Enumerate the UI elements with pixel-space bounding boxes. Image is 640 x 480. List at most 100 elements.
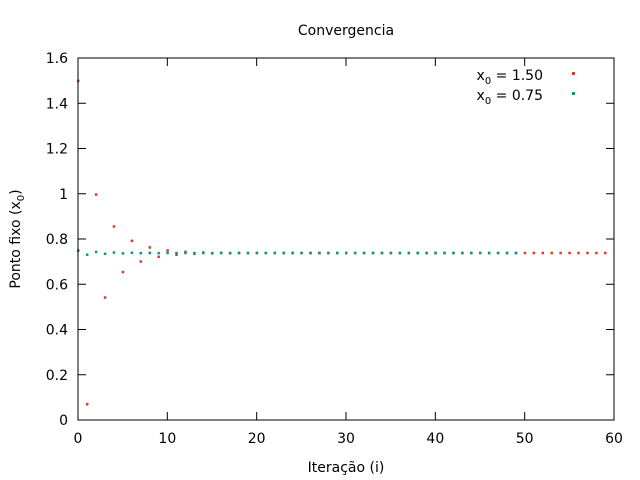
data-point [568,251,571,255]
y-axis-label-main: Ponto fixo (x [8,201,24,288]
series-1 [77,79,607,406]
data-point [85,403,89,406]
data-point [211,251,214,255]
y-axis-label-sub: 0 [16,195,27,201]
series-2 [77,249,518,256]
y-tick-label: 1.2 [46,142,68,158]
data-point [604,251,607,255]
x-tick-label: 60 [605,431,623,447]
data-point [246,251,250,255]
legend-label-series-1: x0 = 1.50 [477,68,543,87]
x-tick-label: 20 [248,431,266,447]
legend-label-main: x [477,88,485,104]
data-point [309,251,312,255]
data-point [318,251,321,255]
legend-label-rest: = 1.50 [491,68,543,84]
data-point [371,251,375,255]
y-axis-label-end: ) [8,189,24,194]
x-tick-label: 50 [516,431,534,447]
legend-label-series-2: x0 = 0.75 [477,88,543,107]
data-point [273,251,277,255]
data-point [130,239,134,243]
y-tick-label: 0.6 [46,277,68,293]
y-tick-label: 1.6 [46,51,68,67]
legend-label-main: x [477,68,485,84]
data-point [425,251,428,255]
y-tick-label: 1 [59,187,68,203]
data-point [103,252,107,256]
data-point [85,253,89,256]
data-point [139,260,143,263]
x-tick-label: 30 [337,431,355,447]
data-point [94,250,98,254]
data-point [461,251,464,255]
data-point [112,251,116,254]
legend-entry-series-1: x0 = 1.50 [477,68,575,87]
legend-swatch-series-2 [572,92,575,95]
y-tick-labels: 0 0.2 0.4 0.6 0.8 1 1.2 1.4 1.6 [46,51,68,429]
y-tick-label: 0.4 [46,323,68,339]
data-point [94,193,98,196]
y-tick-label: 0.8 [46,232,68,248]
legend-swatch-series-1 [572,72,575,75]
data-point [487,251,491,255]
data-point [264,251,268,255]
data-point [595,251,598,255]
data-point [550,251,553,255]
data-point [291,251,294,255]
data-point [380,251,384,255]
data-point [443,251,446,255]
data-point [362,251,366,255]
data-point [112,225,116,228]
x-tick-label: 10 [158,431,176,447]
x-tick-label: 40 [426,431,444,447]
data-point [559,251,562,255]
y-tick-label: 1.4 [46,96,68,112]
plot-frame [77,57,615,421]
x-tick-label: 0 [74,431,83,447]
data-point [470,251,473,255]
data-point [166,251,169,255]
data-point [148,246,151,249]
data-point [532,251,536,255]
data-point [175,253,178,257]
data-point [496,251,500,255]
chart-title: Convergencia [298,23,394,39]
data-point [193,251,196,255]
data-point [130,251,134,255]
data-point [157,255,160,259]
data-point [202,251,205,255]
data-point [541,251,545,255]
data-point [237,251,241,255]
data-point [336,251,339,255]
legend-label-sub: 0 [485,96,491,107]
data-point [121,270,125,274]
data-point [345,251,348,255]
y-tick-label: 0 [59,413,68,429]
data-point [121,252,125,255]
data-point [416,251,419,255]
data-point [407,251,411,255]
x-tick-labels: 0 10 20 30 40 50 60 [74,431,623,447]
data-point [139,251,143,255]
data-point [577,251,580,255]
x-axis-label: Iteração (i) [308,460,385,476]
data-point [219,251,223,255]
legend-entry-series-2: x0 = 0.75 [477,88,575,107]
data-point [103,296,107,299]
data-point [255,251,259,255]
data-point [175,251,178,255]
y-axis-label: Ponto fixo (x0) [8,189,27,288]
data-point [452,251,455,255]
data-point [389,251,393,255]
legend-label-sub: 0 [485,76,491,87]
data-point [228,251,232,255]
data-point [434,251,437,255]
data-point [327,251,330,255]
data-point [166,249,169,252]
data-point [505,251,509,255]
data-point [479,251,482,255]
axis-ticks [77,57,615,421]
data-point [398,251,402,255]
